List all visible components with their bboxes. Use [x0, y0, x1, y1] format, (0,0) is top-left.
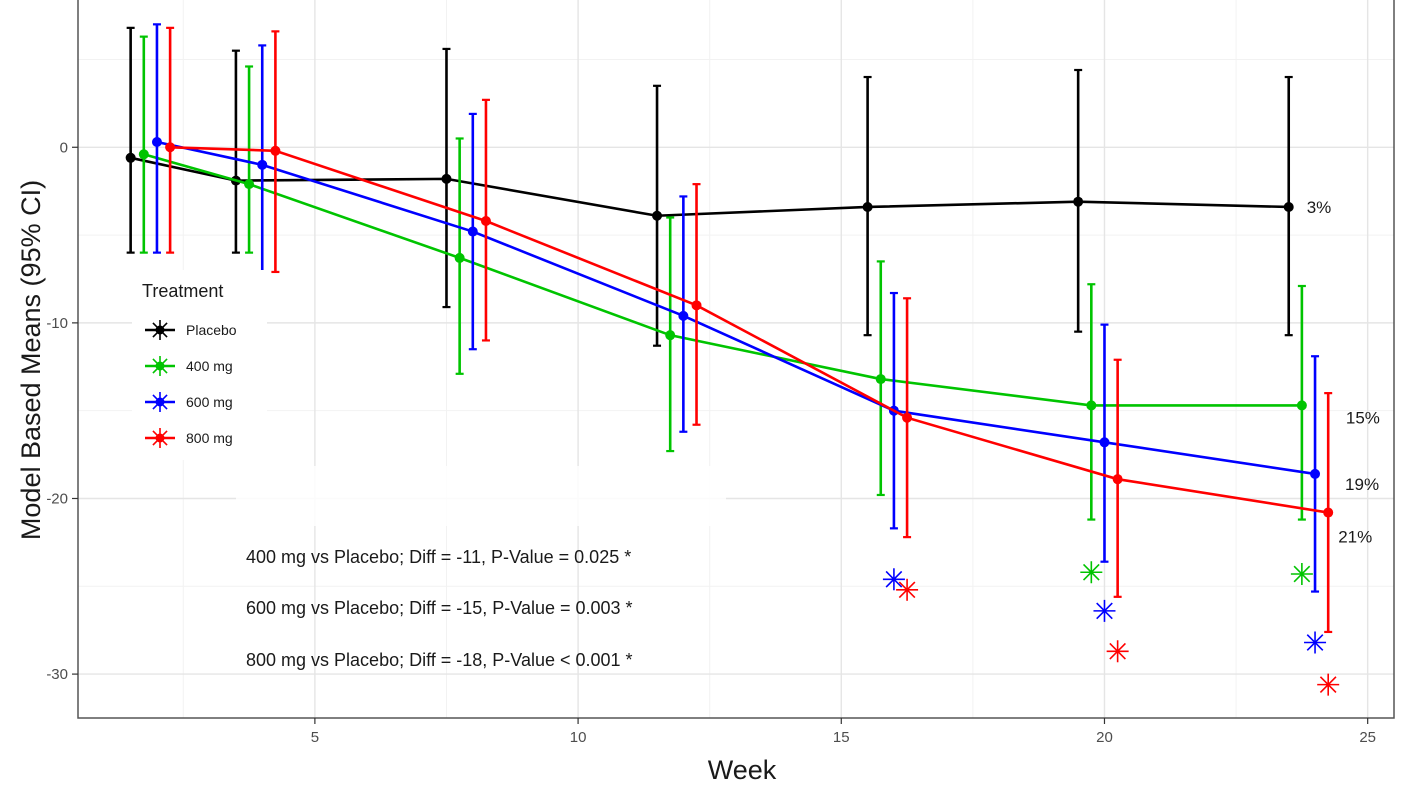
- data-point: [1073, 196, 1084, 207]
- data-point: [441, 173, 452, 184]
- data-point: [902, 412, 913, 423]
- series-line: [143, 153, 1302, 407]
- star-stroke: [1109, 642, 1126, 660]
- y-axis-title: Model Based Means (95% CI): [16, 180, 46, 540]
- legend: Treatment Placebo 400 mg 600 mg 800 mg: [132, 270, 267, 460]
- data-point: [454, 252, 465, 263]
- series-line: [170, 145, 1329, 514]
- legend-entry: 800 mg: [145, 428, 233, 448]
- data-point: [467, 226, 478, 237]
- legend-title: Treatment: [142, 281, 223, 301]
- series-line: [156, 140, 1316, 476]
- data-point: [1310, 468, 1321, 479]
- legend-star: [150, 428, 170, 448]
- data-point: [1296, 400, 1307, 411]
- significance-star: [1080, 561, 1103, 584]
- legend-entries: Placebo 400 mg 600 mg 800 mg: [145, 320, 237, 448]
- end-label: 3%: [1307, 198, 1332, 217]
- comparison-annotations: 400 mg vs Placebo; Diff = -11, P-Value =…: [236, 466, 726, 670]
- x-tick-label: 20: [1096, 729, 1113, 746]
- significance-star: [1106, 640, 1129, 663]
- legend-label: 400 mg: [186, 358, 233, 374]
- star-stroke: [152, 430, 168, 446]
- x-axis-title: Week: [708, 755, 777, 785]
- plot-panel-border: [77, 0, 1395, 719]
- series-placebo: 3%: [125, 26, 1332, 347]
- x-tick-label: 10: [570, 729, 587, 746]
- data-point: [244, 179, 255, 190]
- data-point: [480, 216, 491, 227]
- significance-star: [882, 568, 905, 591]
- legend-entry: 400 mg: [145, 356, 233, 376]
- x-tick-label: 5: [311, 729, 319, 746]
- star-stroke: [1082, 563, 1100, 581]
- data-point: [665, 330, 676, 341]
- annotation-600mg: 600 mg vs Placebo; Diff = -15, P-Value =…: [246, 598, 633, 618]
- legend-label: Placebo: [186, 322, 237, 338]
- annotation-background: [236, 466, 726, 526]
- data-point: [151, 137, 162, 147]
- data-point: [875, 374, 886, 385]
- star-stroke: [885, 570, 903, 588]
- series-800-mg: 21%: [165, 26, 1372, 634]
- end-label: 19%: [1345, 475, 1379, 494]
- data-point: [862, 201, 873, 212]
- star-stroke: [1306, 634, 1324, 651]
- y-tick-label: 0: [60, 139, 68, 156]
- significance-star: [896, 578, 919, 601]
- y-tick-label: -20: [46, 490, 68, 507]
- axes: 5 10 15 20 25 0 -10 -20 -30: [46, 139, 1376, 746]
- significance-star: [1093, 599, 1116, 622]
- data-point: [138, 149, 149, 160]
- x-tick-label: 25: [1359, 729, 1376, 746]
- series-600-mg: 19%: [151, 23, 1379, 593]
- data-point: [1099, 437, 1110, 448]
- data-point: [1283, 201, 1294, 212]
- legend-entry: 600 mg: [145, 392, 233, 412]
- data-point: [652, 210, 663, 221]
- data-point: [257, 159, 268, 170]
- data-point: [1323, 507, 1334, 518]
- legend-star: [150, 392, 170, 412]
- series-layer: 3% 15% 19% 21%: [125, 23, 1380, 634]
- annotation-400mg: 400 mg vs Placebo; Diff = -11, P-Value =…: [246, 547, 631, 567]
- x-tick-label: 15: [833, 729, 850, 746]
- significance-markers: [882, 561, 1340, 696]
- annotation-800mg: 800 mg vs Placebo; Diff = -18, P-Value <…: [246, 650, 633, 670]
- y-tick-label: -10: [46, 315, 68, 332]
- legend-label: 800 mg: [186, 430, 233, 446]
- series-400-mg: 15%: [138, 35, 1380, 521]
- legend-star: [150, 320, 170, 340]
- star-stroke: [152, 394, 168, 410]
- data-point: [1112, 474, 1123, 485]
- data-point: [125, 152, 136, 163]
- data-point: [691, 300, 702, 311]
- data-point: [165, 142, 176, 153]
- data-point: [678, 310, 689, 321]
- star-stroke: [898, 581, 916, 599]
- significance-star: [1317, 673, 1340, 696]
- significance-star: [1290, 563, 1313, 585]
- data-point: [1086, 400, 1097, 411]
- star-stroke: [152, 358, 168, 374]
- significance-star: [1304, 631, 1327, 654]
- star-stroke: [1319, 676, 1337, 693]
- data-point: [270, 145, 281, 156]
- star-stroke: [1293, 565, 1311, 583]
- legend-star: [150, 356, 170, 376]
- legend-label: 600 mg: [186, 394, 233, 410]
- end-label: 15%: [1346, 408, 1380, 427]
- star-stroke: [1096, 602, 1113, 620]
- end-label: 21%: [1338, 528, 1372, 547]
- legend-entry: Placebo: [145, 320, 237, 340]
- y-tick-label: -30: [46, 666, 68, 683]
- star-stroke: [152, 322, 168, 338]
